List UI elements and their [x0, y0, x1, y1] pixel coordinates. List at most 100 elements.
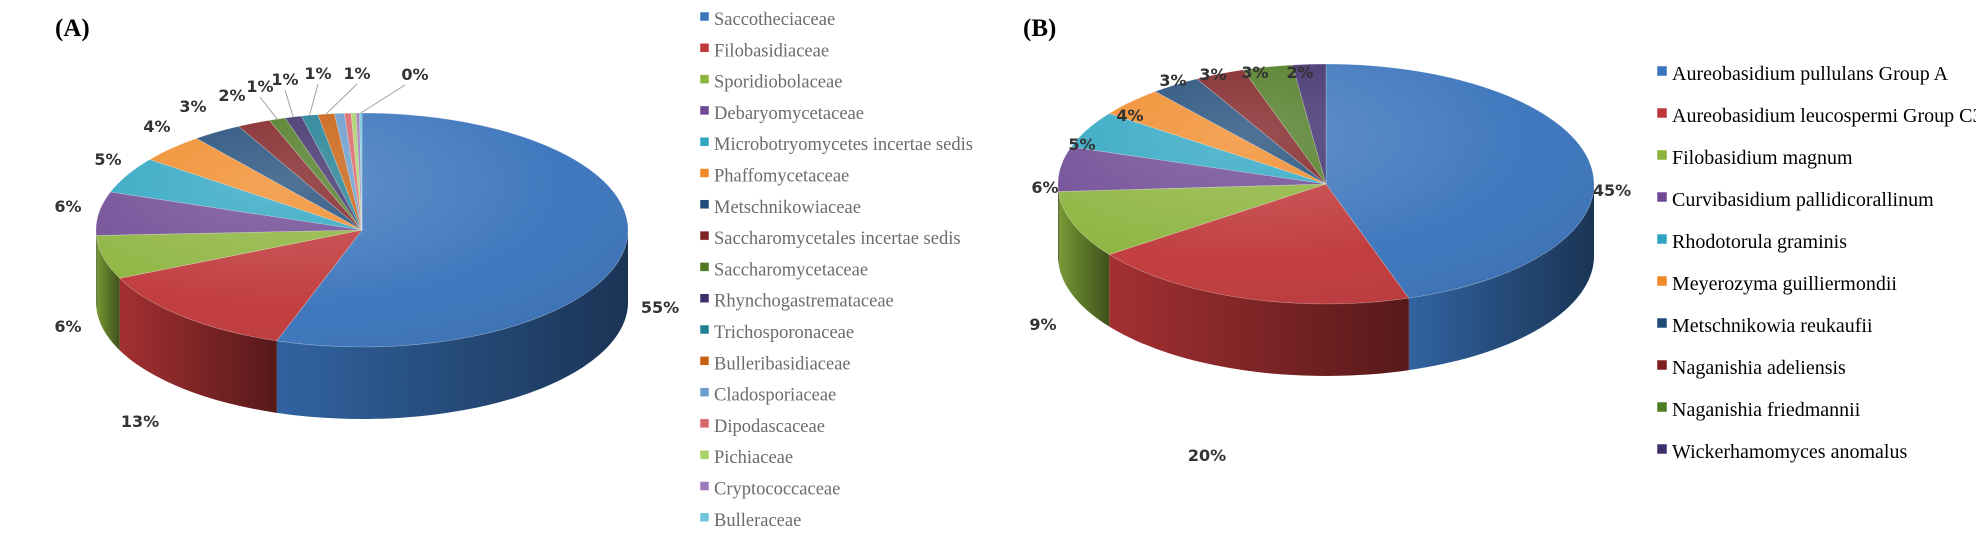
legend-b-label-6: Metschnikowia reukaufii — [1672, 315, 1873, 337]
pie-a-data-label-0: 55% — [641, 298, 679, 317]
pie-b-data-label-7: 3% — [1199, 65, 1226, 84]
legend-a-swatch-4 — [699, 136, 710, 147]
legend-b-swatch-7 — [1656, 359, 1668, 371]
legend-b-swatch-3 — [1656, 191, 1668, 203]
legend-b-swatch-6 — [1656, 317, 1668, 329]
pie-b-data-label-6: 3% — [1159, 71, 1186, 90]
panel-label-a: (A) — [55, 15, 90, 42]
legend-a-swatch-2 — [699, 74, 710, 84]
legend-a-swatch-15 — [699, 481, 710, 491]
pie-a-leader-11 — [325, 83, 358, 115]
pie-a-data-label-2: 6% — [54, 317, 81, 336]
legend-b-item: Naganishia friedmannii — [1656, 399, 1861, 421]
pie-b-top — [1057, 63, 1595, 305]
legend-a-label-16: Bulleraceae — [714, 511, 801, 531]
pie-a-data-label-6: 3% — [179, 97, 206, 116]
legend-a-label-8: Saccharomycetaceae — [714, 260, 868, 280]
legend-a-item: Pichiaceae — [699, 448, 793, 468]
legend-b-swatch-0 — [1656, 65, 1668, 77]
legend-a-swatch-13 — [699, 418, 710, 429]
legend-b-item: Curvibasidium pallidicorallinum — [1656, 189, 1934, 211]
legend-b-item: Metschnikowia reukaufii — [1656, 315, 1873, 337]
legend-a-swatch-9 — [699, 293, 710, 303]
pie-b-side-shade-3 — [1058, 184, 1059, 264]
legend-a-label-7: Saccharomycetales incertae sedis — [714, 229, 961, 249]
pie-a-data-label-5: 4% — [143, 117, 170, 136]
pie-b-side-shade-2 — [1058, 191, 1110, 327]
legend-b-swatch-2 — [1656, 149, 1668, 161]
legend-a-swatch-3 — [699, 105, 710, 116]
pie-a-data-label-1: 13% — [121, 412, 159, 431]
legend-a-item: Saccotheciaceae — [699, 10, 835, 30]
legend-a-swatch-11 — [699, 356, 710, 366]
legend-b-label-4: Rhodotorula graminis — [1672, 231, 1847, 253]
legend-a-label-12: Cladosporiaceae — [714, 386, 836, 406]
legend-a-item: Rhynchogastremataceae — [699, 292, 894, 312]
legend-a-label-14: Pichiaceae — [714, 448, 793, 468]
legend-a-label-5: Phaffomycetaceae — [714, 167, 849, 187]
legend-b-swatch-9 — [1656, 443, 1668, 455]
pie-b-slices — [1057, 63, 1595, 376]
pie-b-data-label-3: 6% — [1031, 178, 1058, 197]
legend-b-label-0: Aureobasidium pullulans Group A — [1672, 63, 1949, 85]
legend-a-swatch-8 — [699, 262, 710, 272]
legend-a-item: Cryptococcaceae — [699, 480, 840, 500]
legend-a-swatch-10 — [699, 324, 710, 335]
pie-a-side-walls — [96, 230, 628, 420]
pie-chart-a: (A) 55%13%6%6%5%4%3%2% 1%1% 1% 1% 0% Saccoth… — [54, 10, 973, 531]
legend-a-item: Phaffomycetaceae — [699, 167, 849, 187]
legend-a-label-11: Bulleribasidiaceae — [714, 354, 851, 374]
legend-a-item: Metschnikowiaceae — [699, 198, 861, 218]
legend-b-item: Naganishia adeliensis — [1656, 357, 1846, 379]
legend-b-label-2: Filobasidium magnum — [1672, 147, 1853, 169]
legend-a-item: Bulleraceae — [699, 511, 801, 531]
legend-a-swatch-7 — [699, 230, 710, 241]
legend-a-item: Microbotryomycetes incertae sedis — [699, 135, 973, 155]
legend-b-item: Meyerozyma guilliermondii — [1656, 273, 1897, 295]
pie-a-leader-10 — [309, 83, 319, 116]
legend-b-item: Filobasidium magnum — [1656, 147, 1853, 169]
pie-b-side-shade-0 — [1408, 184, 1594, 371]
legend-b-label-3: Curvibasidium pallidicorallinum — [1672, 189, 1934, 211]
pie-b-side-shade-1 — [1109, 254, 1409, 376]
legend-b-swatch-5 — [1656, 275, 1668, 287]
legend-a-item: Trichosporonaceae — [699, 323, 854, 343]
legend-a-label-6: Metschnikowiaceae — [714, 198, 861, 218]
pie-b-data-label-8: 3% — [1241, 63, 1268, 82]
pie-a-top-shade — [96, 113, 628, 347]
pie-a-top — [95, 112, 629, 348]
legend-a-swatch-5 — [699, 168, 710, 178]
legend-a-label-1: Filobasidiaceae — [714, 41, 829, 61]
pie-a-slices — [95, 112, 629, 420]
panel-label-b: (B) — [1023, 15, 1056, 42]
legend-b-label-1: Aureobasidium leucospermi Group C3 — [1672, 105, 1976, 127]
legend-a-item: Dipodascaceae — [699, 417, 825, 437]
pie-b-data-label-4: 5% — [1068, 135, 1095, 154]
pie-b-data-label-1: 20% — [1188, 446, 1226, 465]
pie-a-data-label-7: 2% — [218, 86, 245, 105]
pie-a-side-shade-1 — [119, 278, 277, 413]
legend-a-label-13: Dipodascaceae — [714, 417, 825, 437]
pie-a-data-label-10: 1% — [304, 64, 331, 83]
pie-chart-b: (B) 45% 20% 9% 6% 5% 4% 3% 3% 3% 2% Aureobasidium… — [1023, 15, 1976, 465]
legend-b-label-8: Naganishia friedmannii — [1672, 399, 1861, 421]
legend-b: Aureobasidium pullulans Group A Aureobasi… — [1656, 63, 1976, 463]
legend-b-label-7: Naganishia adeliensis — [1672, 357, 1846, 379]
pie-a-leader-16 — [360, 84, 406, 114]
pie-a-data-label-4: 5% — [94, 150, 121, 169]
legend-a-label-2: Sporidiobolaceae — [714, 73, 842, 93]
legend-a-item: Bulleribasidiaceae — [699, 354, 851, 374]
pie-a-data-labels: 55%13%6%6%5%4%3%2% 1%1% 1% 1% 0% — [54, 64, 679, 431]
pie-b-side-walls — [1058, 184, 1594, 376]
legend-b-item: Rhodotorula graminis — [1656, 231, 1847, 253]
pie-a-side-shade-0 — [276, 230, 628, 420]
pie-b-top-shade — [1058, 64, 1594, 304]
legend-a-swatch-0 — [699, 11, 710, 22]
pie-a-data-label-3: 6% — [54, 197, 81, 216]
legend-a-swatch-14 — [699, 449, 710, 460]
legend-b-item: Wickerhamomyces anomalus — [1656, 441, 1907, 463]
legend-b-item: Aureobasidium leucospermi Group C3 — [1656, 105, 1976, 127]
legend-a-label-4: Microbotryomycetes incertae sedis — [714, 135, 973, 155]
legend-b-label-9: Wickerhamomyces anomalus — [1672, 441, 1907, 463]
